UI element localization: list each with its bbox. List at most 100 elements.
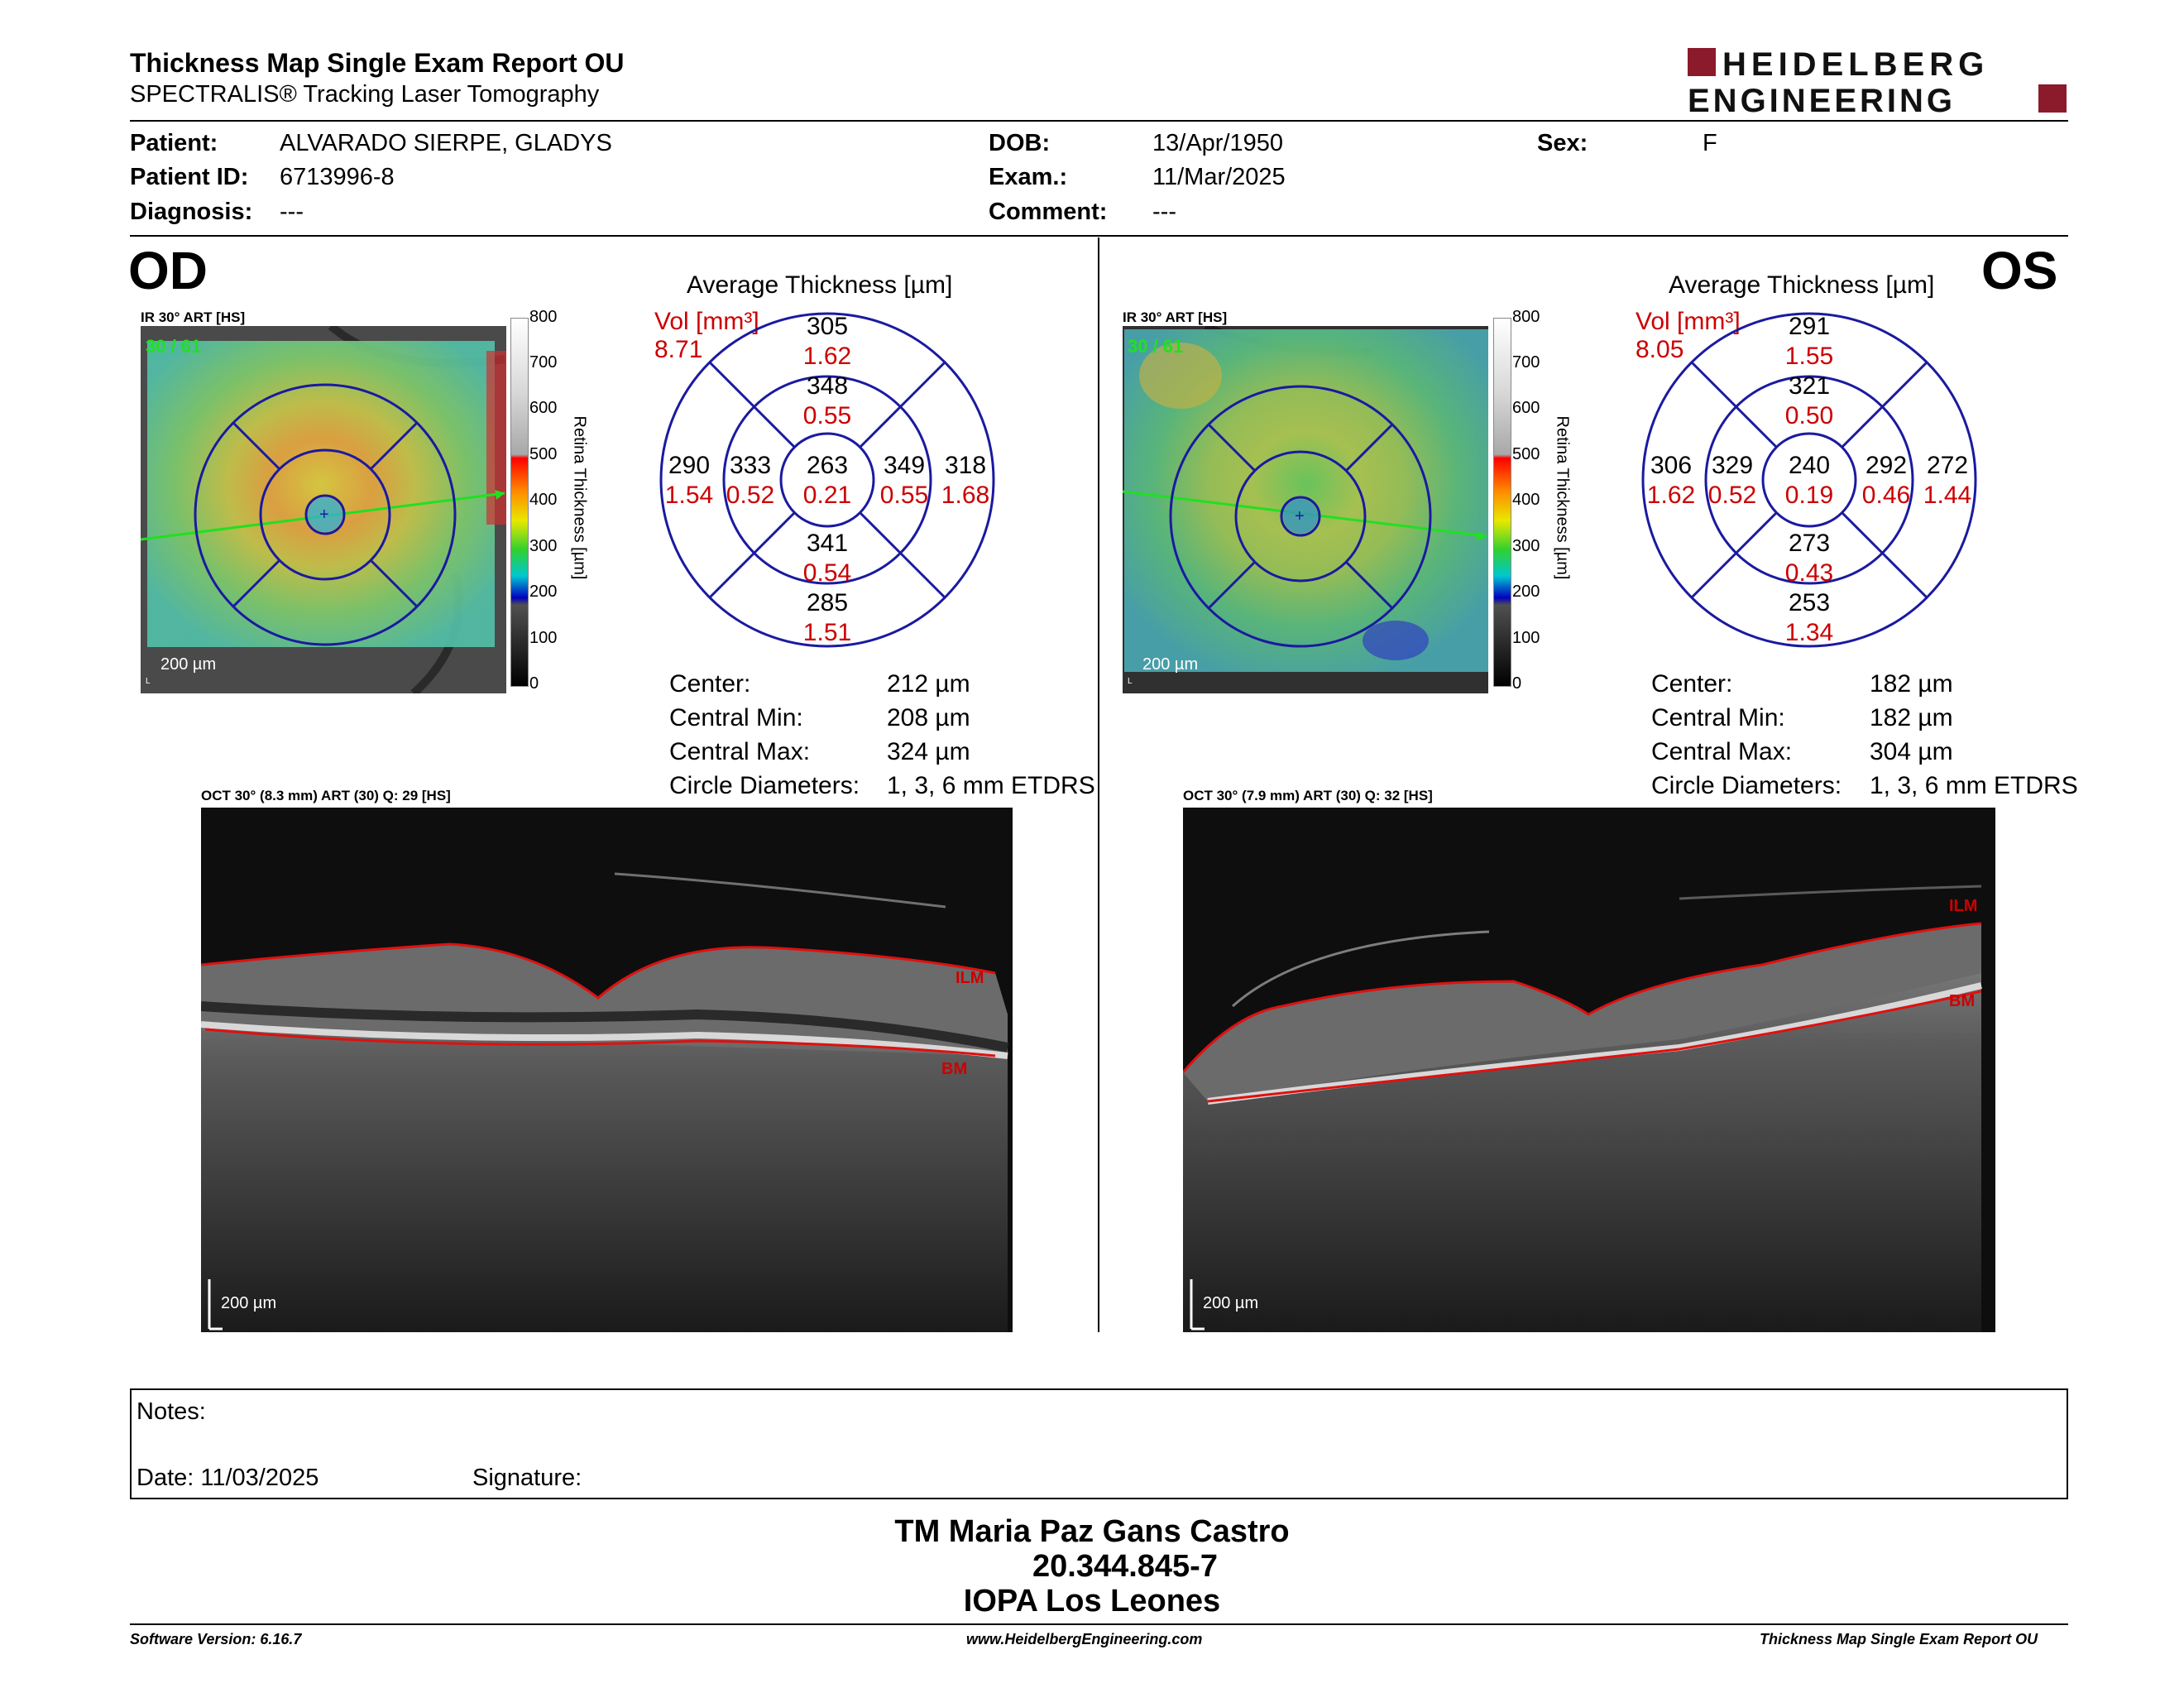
exam-label: Exam.: xyxy=(989,164,1068,190)
comment-label: Comment: xyxy=(989,199,1108,225)
od-inner-temp-volume: 0.52 xyxy=(726,482,775,509)
od-central-min-label: Central Min: xyxy=(669,704,803,731)
os-center-thickness: 240 xyxy=(1788,452,1831,479)
od-inner-nas-thickness: 349 xyxy=(883,452,926,479)
od-inner-sup-thickness: 348 xyxy=(806,372,849,400)
os-colorbar-ticks: 800 700 600 500 400 300 200 100 0 xyxy=(1512,308,1540,693)
os-inner-sup-thickness: 321 xyxy=(1788,372,1831,400)
os-center-volume: 0.19 xyxy=(1784,482,1834,509)
od-ir-title: IR 30° ART [HS] xyxy=(141,309,246,325)
od-center-value: 212 µm xyxy=(887,670,970,698)
os-outer-sup-thickness: 291 xyxy=(1788,313,1831,340)
sex-value: F xyxy=(1703,130,1717,156)
os-etdrs-grid xyxy=(1640,310,1979,650)
os-inner-inf-thickness: 273 xyxy=(1788,530,1831,557)
od-outer-temp-volume: 1.54 xyxy=(664,482,714,509)
od-inner-sup-volume: 0.55 xyxy=(802,402,852,429)
svg-text:L: L xyxy=(146,677,151,686)
os-outer-temp-thickness: 306 xyxy=(1650,452,1693,479)
exam-value: 11/Mar/2025 xyxy=(1152,164,1286,190)
od-circle-diameters-value: 1, 3, 6 mm ETDRS xyxy=(887,772,1095,799)
notes-label: Notes: xyxy=(136,1398,206,1425)
os-inner-nas-thickness: 292 xyxy=(1865,452,1908,479)
os-oct-title: OCT 30° (7.9 mm) ART (30) Q: 32 [HS] xyxy=(1183,788,1433,803)
diagnosis-label: Diagnosis: xyxy=(130,199,253,225)
os-vol-label: Vol [mm³] xyxy=(1636,308,1741,335)
os-inner-inf-volume: 0.43 xyxy=(1784,559,1834,587)
od-vol-label: Vol [mm³] xyxy=(654,308,759,335)
os-circle-diameters-label: Circle Diameters: xyxy=(1651,772,1842,799)
os-bm-label: BM xyxy=(1949,992,1976,1010)
os-outer-nas-volume: 1.44 xyxy=(1923,482,1972,509)
od-vol-value: 8.71 xyxy=(654,336,703,363)
notes-date: Date: 11/03/2025 xyxy=(136,1465,319,1491)
od-inner-inf-thickness: 341 xyxy=(806,530,849,557)
signer-id: 20.344.845-7 xyxy=(1032,1549,1218,1584)
od-thickness-map: + L 200 µm 30 / 61 xyxy=(141,326,506,693)
od-circle-diameters-label: Circle Diameters: xyxy=(669,772,860,799)
os-central-min-value: 182 µm xyxy=(1870,704,1953,731)
os-inner-temp-volume: 0.52 xyxy=(1707,482,1757,509)
notes-box: Notes: Date: 11/03/2025 Signature: xyxy=(130,1388,2068,1499)
os-ilm-label: ILM xyxy=(1949,897,1978,915)
os-grid-title: Average Thickness [µm] xyxy=(1669,271,1935,299)
os-ir-overlay: 30 / 61 xyxy=(1128,336,1184,357)
os-outer-inf-volume: 1.34 xyxy=(1784,619,1834,646)
od-center-label: Center: xyxy=(669,670,751,698)
od-oct-title: OCT 30° (8.3 mm) ART (30) Q: 29 [HS] xyxy=(201,788,451,803)
os-outer-nas-thickness: 272 xyxy=(1926,452,1969,479)
heidelberg-logo: HEIDELBERG ENGINEERING xyxy=(1688,46,2068,119)
os-ir-title: IR 30° ART [HS] xyxy=(1123,309,1228,325)
report-subtitle: SPECTRALIS® Tracking Laser Tomography xyxy=(130,81,600,108)
od-colorbar xyxy=(510,318,529,687)
os-vol-value: 8.05 xyxy=(1636,336,1684,363)
od-inner-nas-volume: 0.55 xyxy=(879,482,929,509)
comment-value: --- xyxy=(1152,199,1176,225)
os-central-max-value: 304 µm xyxy=(1870,738,1953,765)
svg-text:L: L xyxy=(1128,677,1133,686)
eye-label-os: OS xyxy=(1981,241,2058,300)
od-colorbar-label: Retina Thickness [µm] xyxy=(570,415,589,580)
os-central-min-label: Central Min: xyxy=(1651,704,1785,731)
os-ir-scale: 200 µm xyxy=(1142,655,1199,674)
notes-signature-label: Signature: xyxy=(472,1465,582,1491)
dob-value: 13/Apr/1950 xyxy=(1152,130,1284,156)
od-grid-title: Average Thickness [µm] xyxy=(687,271,953,299)
od-center-volume: 0.21 xyxy=(802,482,852,509)
os-colorbar-label: Retina Thickness [µm] xyxy=(1553,415,1572,580)
patient-id: 6713996-8 xyxy=(280,164,395,190)
od-outer-temp-thickness: 290 xyxy=(668,452,711,479)
od-ilm-label: ILM xyxy=(956,969,984,987)
os-center-label: Center: xyxy=(1651,670,1733,698)
od-inner-temp-thickness: 333 xyxy=(729,452,772,479)
od-etdrs-grid xyxy=(658,310,997,650)
od-outer-nas-volume: 1.68 xyxy=(941,482,990,509)
dob-label: DOB: xyxy=(989,130,1051,156)
os-thickness-map: + L 200 µm 30 / 61 xyxy=(1123,326,1488,693)
footer-report-name: Thickness Map Single Exam Report OU xyxy=(1760,1631,2038,1647)
od-central-max-value: 324 µm xyxy=(887,738,970,765)
od-bm-label: BM xyxy=(941,1060,968,1078)
od-oct-scale: 200 µm xyxy=(221,1294,277,1312)
os-inner-sup-volume: 0.50 xyxy=(1784,402,1834,429)
patient-label: Patient: xyxy=(130,130,218,156)
svg-text:+: + xyxy=(319,506,329,524)
os-inner-nas-volume: 0.46 xyxy=(1861,482,1911,509)
svg-text:ENGINEERING: ENGINEERING xyxy=(1688,83,1956,116)
od-outer-sup-volume: 1.62 xyxy=(802,343,852,370)
os-circle-diameters-value: 1, 3, 6 mm ETDRS xyxy=(1870,772,2078,799)
signer-organization: IOPA Los Leones xyxy=(963,1584,1221,1618)
od-ir-overlay: 30 / 61 xyxy=(146,336,202,357)
od-oct-bscan: ILM BM 200 µm xyxy=(201,808,1013,1332)
report-title: Thickness Map Single Exam Report OU xyxy=(130,48,625,78)
sex-label: Sex: xyxy=(1537,130,1588,156)
os-inner-temp-thickness: 329 xyxy=(1711,452,1754,479)
od-central-min-value: 208 µm xyxy=(887,704,970,731)
eye-label-od: OD xyxy=(128,241,208,300)
os-oct-bscan: ILM BM 200 µm xyxy=(1183,808,1995,1332)
os-outer-sup-volume: 1.55 xyxy=(1784,343,1834,370)
od-inner-inf-volume: 0.54 xyxy=(802,559,852,587)
od-central-max-label: Central Max: xyxy=(669,738,811,765)
footer-website-link[interactable]: www.HeidelbergEngineering.com xyxy=(966,1631,1203,1647)
os-colorbar xyxy=(1493,318,1511,687)
